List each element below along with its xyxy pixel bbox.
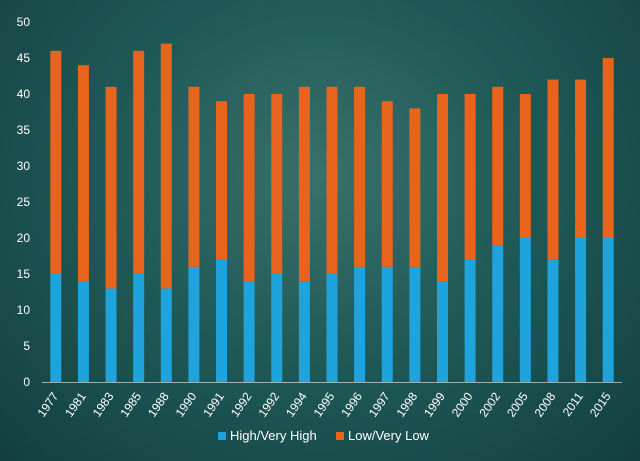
x-tick-label: 1994 — [283, 389, 310, 419]
bar-high-very-high — [216, 259, 228, 382]
bar-high-very-high — [602, 238, 614, 382]
y-tick-label: 20 — [17, 231, 31, 245]
x-tick-label: 1977 — [34, 389, 61, 419]
bar-high-very-high — [519, 238, 531, 382]
y-tick-label: 45 — [17, 51, 31, 65]
bar-high-very-high — [575, 238, 587, 382]
bar-high-very-high — [381, 266, 393, 382]
x-tick-label: 2002 — [476, 389, 503, 419]
legend-swatch — [336, 432, 344, 440]
bar-low-very-low — [492, 86, 504, 246]
x-tick-label: 1996 — [338, 389, 365, 419]
bar-high-very-high — [243, 281, 255, 382]
bar-low-very-low — [575, 79, 587, 238]
x-tick-label: 1995 — [311, 389, 338, 419]
x-tick-label: 2015 — [587, 389, 614, 419]
y-tick-label: 10 — [17, 303, 31, 317]
x-tick-label: 1983 — [90, 389, 117, 419]
x-tick-label: 1992 — [255, 389, 282, 419]
x-axis: 1977 1981 1983 1985 1988 1990 1991 1992 1992 1994… — [34, 389, 613, 419]
bar-low-very-low — [436, 94, 448, 282]
bar-low-very-low — [464, 94, 476, 260]
bar-low-very-low — [602, 58, 614, 238]
bar-high-very-high — [77, 281, 89, 382]
y-tick-label: 0 — [23, 375, 30, 389]
bar-high-very-high — [326, 274, 338, 382]
x-tick-label: 2000 — [449, 389, 476, 419]
bar-high-very-high — [133, 274, 145, 382]
x-tick-label: 1985 — [117, 389, 144, 419]
bars — [50, 43, 614, 382]
legend-label: High/Very High — [230, 428, 317, 443]
bar-high-very-high — [354, 266, 366, 382]
y-tick-label: 40 — [17, 87, 31, 101]
y-tick-label: 35 — [17, 123, 31, 137]
y-axis: 0 5 10 15 20 25 30 35 40 45 50 — [17, 15, 31, 389]
bar-high-very-high — [271, 274, 283, 382]
legend-swatch — [218, 432, 226, 440]
x-tick-label: 2011 — [560, 389, 586, 418]
x-tick-label: 2005 — [504, 389, 531, 419]
bar-low-very-low — [133, 50, 145, 274]
bar-low-very-low — [409, 108, 421, 267]
x-tick-label: 1991 — [200, 389, 227, 419]
x-tick-label: 1998 — [394, 389, 421, 419]
y-tick-label: 25 — [17, 195, 31, 209]
bar-high-very-high — [298, 281, 310, 382]
bar-high-very-high — [492, 245, 504, 382]
bar-low-very-low — [50, 50, 62, 274]
x-tick-label: 1981 — [62, 389, 89, 419]
x-tick-label: 1990 — [173, 389, 200, 419]
legend: High/Very High Low/Very Low — [218, 428, 430, 443]
bar-high-very-high — [160, 288, 172, 382]
bar-low-very-low — [105, 86, 117, 289]
bar-low-very-low — [519, 94, 531, 238]
bar-low-very-low — [298, 86, 310, 282]
x-tick-label: 1997 — [366, 389, 393, 419]
bar-high-very-high — [547, 259, 559, 382]
bar-high-very-high — [50, 274, 62, 382]
y-tick-label: 5 — [23, 339, 30, 353]
legend-label: Low/Very Low — [348, 428, 430, 443]
bar-low-very-low — [77, 65, 89, 282]
bar-high-very-high — [188, 266, 200, 382]
bar-low-very-low — [243, 94, 255, 282]
bar-low-very-low — [354, 86, 366, 267]
y-tick-label: 15 — [17, 267, 31, 281]
bar-high-very-high — [464, 259, 476, 382]
x-tick-label: 1999 — [421, 389, 448, 419]
bar-low-very-low — [547, 79, 559, 260]
bar-low-very-low — [216, 101, 228, 260]
bar-high-very-high — [105, 288, 117, 382]
bar-low-very-low — [188, 86, 200, 267]
x-tick-label: 1992 — [228, 389, 255, 419]
bar-low-very-low — [326, 86, 338, 274]
bar-low-very-low — [271, 94, 283, 274]
bar-high-very-high — [436, 281, 448, 382]
bar-low-very-low — [381, 101, 393, 267]
y-tick-label: 50 — [17, 15, 31, 29]
bar-low-very-low — [160, 43, 172, 289]
x-tick-label: 1988 — [145, 389, 172, 419]
bar-high-very-high — [409, 266, 421, 382]
y-tick-label: 30 — [17, 159, 31, 173]
x-tick-label: 2008 — [532, 389, 559, 419]
